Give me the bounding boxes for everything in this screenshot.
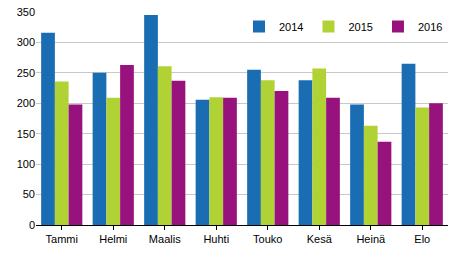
svg-text:Helmi: Helmi xyxy=(99,233,127,245)
svg-text:250: 250 xyxy=(17,67,35,79)
svg-text:Heinä: Heinä xyxy=(356,233,386,245)
svg-text:2015: 2015 xyxy=(348,21,372,33)
svg-text:0: 0 xyxy=(29,219,35,231)
svg-text:200: 200 xyxy=(17,97,35,109)
svg-text:350: 350 xyxy=(17,6,35,18)
svg-text:Maalis: Maalis xyxy=(149,233,181,245)
svg-text:Kesä: Kesä xyxy=(307,233,333,245)
svg-text:2016: 2016 xyxy=(418,21,442,33)
svg-text:100: 100 xyxy=(17,158,35,170)
svg-text:2014: 2014 xyxy=(279,21,303,33)
svg-text:300: 300 xyxy=(17,36,35,48)
svg-text:Touko: Touko xyxy=(253,233,282,245)
svg-text:Huhti: Huhti xyxy=(203,233,229,245)
svg-text:50: 50 xyxy=(23,188,35,200)
svg-text:Elo: Elo xyxy=(414,233,430,245)
svg-text:Tammi: Tammi xyxy=(46,233,78,245)
svg-text:150: 150 xyxy=(17,128,35,140)
